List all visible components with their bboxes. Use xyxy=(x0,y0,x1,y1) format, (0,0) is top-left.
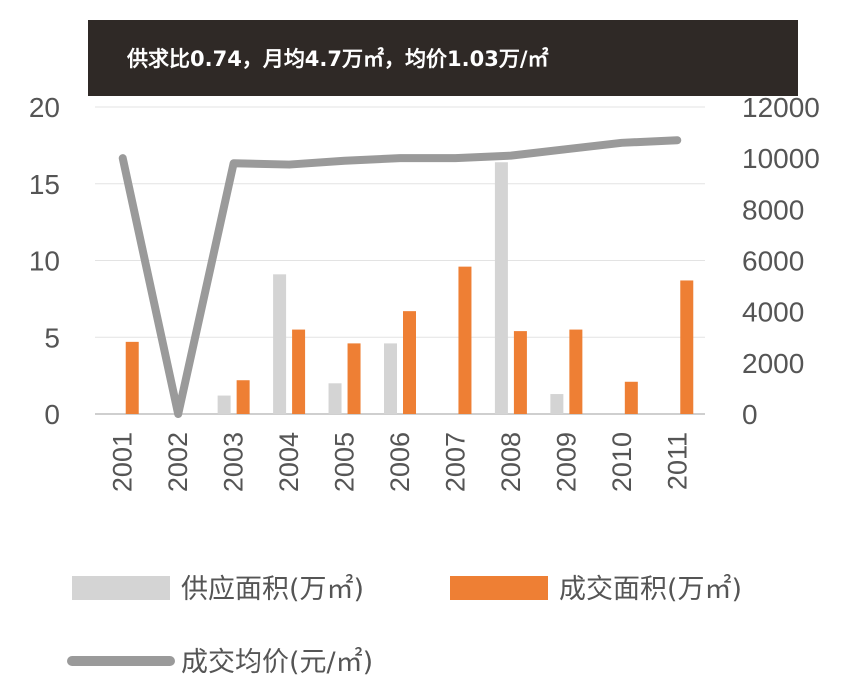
x-tick-label: 2005 xyxy=(330,432,360,492)
legend-item-supply: 供应面积(万㎡) xyxy=(72,574,364,605)
legend-label-supply: 供应面积(万㎡) xyxy=(181,574,364,605)
x-axis: 2001 2002 2003 2004 2005 2006 2007 2008 2009 2010… xyxy=(108,432,693,492)
chart-title: 供求比0.74，月均4.7万㎡，均价1.03万/㎡ xyxy=(126,47,549,71)
avg-price-line xyxy=(118,136,682,418)
supply-bar xyxy=(273,274,287,414)
supply-bar xyxy=(328,383,342,414)
x-tick-label: 2009 xyxy=(551,432,581,492)
deal-area-bar xyxy=(569,329,583,414)
y-right-tick-label: 8000 xyxy=(742,194,804,225)
y-right-tick-label: 10000 xyxy=(742,143,820,174)
deal-area-bar xyxy=(347,343,361,414)
legend: 供应面积(万㎡) 成交面积(万㎡) 成交均价(元/㎡) xyxy=(67,574,742,678)
y-left-tick-label: 5 xyxy=(44,322,60,353)
price-line-group xyxy=(118,136,682,418)
x-tick-label: 2008 xyxy=(496,432,526,492)
y-left-tick-label: 10 xyxy=(29,246,60,277)
y-right-tick-label: 2000 xyxy=(742,348,804,379)
x-tick-label: 2003 xyxy=(219,432,249,492)
deal-area-bar xyxy=(513,331,527,414)
legend-item-deal-area: 成交面积(万㎡) xyxy=(450,574,742,605)
x-tick-label: 2011 xyxy=(662,432,692,490)
bars-group xyxy=(125,162,694,414)
legend-swatch-deal-area xyxy=(450,576,548,600)
supply-bar xyxy=(550,394,564,414)
left-axis: 0 5 10 15 20 xyxy=(29,92,60,430)
deal-area-bar xyxy=(458,266,472,414)
x-tick-label: 2001 xyxy=(108,432,138,492)
legend-label-avg-price: 成交均价(元/㎡) xyxy=(181,647,373,678)
deal-area-bar xyxy=(292,329,306,414)
deal-area-bar xyxy=(403,311,416,414)
y-left-tick-label: 0 xyxy=(44,399,60,430)
y-right-tick-label: 4000 xyxy=(742,297,804,328)
supply-bar xyxy=(494,162,508,414)
y-left-tick-label: 20 xyxy=(29,92,60,123)
legend-item-avg-price: 成交均价(元/㎡) xyxy=(67,647,373,678)
deal-area-bar xyxy=(624,381,638,414)
legend-swatch-supply xyxy=(72,576,170,600)
deal-area-bar xyxy=(125,341,139,414)
title-banner-bg xyxy=(88,20,798,96)
x-tick-label: 2007 xyxy=(440,432,470,492)
y-right-tick-label: 0 xyxy=(742,399,758,430)
deal-area-bar xyxy=(236,380,250,414)
y-left-tick-label: 15 xyxy=(29,169,60,200)
supply-bar xyxy=(217,395,231,414)
x-tick-label: 2010 xyxy=(607,432,637,492)
right-axis: 0 2000 4000 6000 8000 10000 12000 xyxy=(742,92,820,430)
legend-label-deal-area: 成交面积(万㎡) xyxy=(559,574,742,605)
supply-bar xyxy=(384,343,397,414)
y-right-tick-label: 6000 xyxy=(742,246,804,277)
y-right-tick-label: 12000 xyxy=(742,92,820,123)
deal-area-bar xyxy=(680,280,694,414)
x-tick-label: 2002 xyxy=(163,432,193,492)
x-tick-label: 2006 xyxy=(385,432,415,492)
x-tick-label: 2004 xyxy=(274,432,304,492)
title-banner: 供求比0.74，月均4.7万㎡，均价1.03万/㎡ xyxy=(88,20,798,96)
